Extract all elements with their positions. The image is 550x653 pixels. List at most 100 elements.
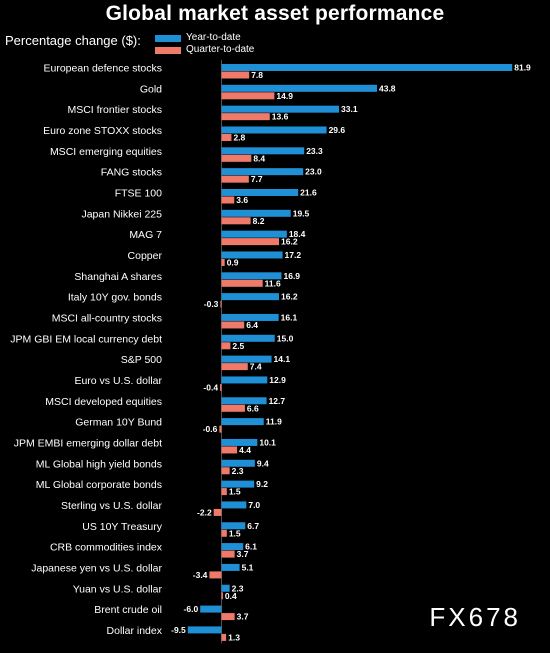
category-label: Brent crude oil bbox=[94, 604, 162, 616]
value-label-quarter-to-date: 3.7 bbox=[237, 549, 249, 559]
value-label-year-to-date: -6.0 bbox=[184, 604, 199, 614]
value-label-year-to-date: 5.1 bbox=[242, 562, 254, 572]
value-label-quarter-to-date: -2.2 bbox=[197, 507, 212, 517]
category-label: MSCI all-country stocks bbox=[52, 312, 162, 324]
value-label-quarter-to-date: 2.5 bbox=[232, 341, 244, 351]
bar-year-to-date bbox=[221, 105, 340, 113]
value-label-year-to-date: 14.1 bbox=[274, 354, 291, 364]
bar-quarter-to-date bbox=[221, 238, 280, 246]
category-label: MSCI frontier stocks bbox=[67, 104, 162, 116]
bar-year-to-date bbox=[221, 376, 268, 384]
bar-quarter-to-date bbox=[221, 342, 231, 350]
bar-quarter-to-date bbox=[220, 383, 222, 391]
value-label-year-to-date: 6.7 bbox=[247, 521, 259, 531]
category-label: S&P 500 bbox=[121, 354, 162, 366]
bar-year-to-date bbox=[221, 251, 283, 259]
value-label-quarter-to-date: -3.4 bbox=[193, 570, 208, 580]
value-label-year-to-date: 7.0 bbox=[248, 500, 260, 510]
value-label-quarter-to-date: 2.3 bbox=[232, 466, 244, 476]
bar-year-to-date bbox=[221, 126, 327, 134]
bar-year-to-date bbox=[221, 501, 247, 509]
chart-title: Global market asset performance bbox=[105, 2, 445, 25]
value-label-quarter-to-date: 7.7 bbox=[251, 174, 263, 184]
value-label-quarter-to-date: 7.4 bbox=[250, 362, 262, 372]
value-label-quarter-to-date: 1.3 bbox=[228, 632, 240, 642]
bar-quarter-to-date bbox=[221, 133, 232, 141]
category-label: CRB commodities index bbox=[50, 542, 163, 554]
value-label-quarter-to-date: 7.8 bbox=[251, 70, 263, 80]
value-label-quarter-to-date: 6.6 bbox=[247, 403, 259, 413]
value-label-year-to-date: 43.8 bbox=[379, 83, 396, 93]
value-axis-label: Percentage change ($): bbox=[5, 33, 141, 48]
bar-quarter-to-date bbox=[221, 613, 235, 621]
category-label: US 10Y Treasury bbox=[82, 521, 163, 533]
bar-year-to-date bbox=[221, 459, 255, 467]
bar-year-to-date bbox=[221, 272, 282, 280]
value-label-year-to-date: 23.0 bbox=[305, 167, 322, 177]
bar-year-to-date bbox=[221, 313, 279, 321]
value-label-year-to-date: 81.9 bbox=[514, 63, 531, 73]
value-label-quarter-to-date: 8.2 bbox=[253, 216, 265, 226]
value-label-year-to-date: 16.2 bbox=[281, 292, 298, 302]
value-label-year-to-date: 2.3 bbox=[232, 583, 244, 593]
legend-label-qtd: Quarter-to-date bbox=[186, 44, 255, 55]
bar-year-to-date bbox=[221, 84, 377, 92]
value-label-year-to-date: 9.2 bbox=[256, 479, 268, 489]
value-label-quarter-to-date: -0.4 bbox=[203, 382, 218, 392]
bar-quarter-to-date bbox=[221, 175, 249, 183]
bar-quarter-to-date bbox=[221, 217, 251, 225]
category-label: Shanghai A shares bbox=[74, 271, 162, 283]
value-label-year-to-date: 17.2 bbox=[285, 250, 302, 260]
category-label: Italy 10Y gov. bonds bbox=[68, 292, 162, 304]
value-label-quarter-to-date: 0.4 bbox=[225, 591, 237, 601]
value-label-quarter-to-date: 2.8 bbox=[233, 132, 245, 142]
bar-year-to-date bbox=[221, 209, 291, 217]
bar-year-to-date bbox=[221, 584, 230, 592]
value-label-year-to-date: 33.1 bbox=[341, 104, 358, 114]
bar-year-to-date bbox=[221, 168, 304, 176]
value-label-quarter-to-date: 3.7 bbox=[237, 612, 249, 622]
bar-year-to-date bbox=[221, 563, 240, 571]
bar-quarter-to-date bbox=[221, 529, 227, 537]
category-label: FANG stocks bbox=[101, 167, 162, 179]
bar-quarter-to-date bbox=[221, 196, 235, 204]
bar-year-to-date bbox=[221, 522, 246, 530]
category-label: Japanese yen vs U.S. dollar bbox=[31, 562, 162, 574]
bar-quarter-to-date bbox=[221, 279, 263, 287]
value-label-quarter-to-date: 3.6 bbox=[236, 195, 248, 205]
value-label-year-to-date: 12.7 bbox=[269, 396, 286, 406]
bar-quarter-to-date bbox=[221, 113, 270, 121]
category-label: Euro zone STOXX stocks bbox=[43, 125, 162, 137]
value-label-year-to-date: 9.4 bbox=[257, 458, 269, 468]
category-label: Euro vs U.S. dollar bbox=[74, 375, 162, 387]
value-label-year-to-date: 12.9 bbox=[269, 375, 286, 385]
bar-year-to-date bbox=[221, 397, 267, 405]
category-label: Gold bbox=[140, 83, 162, 95]
category-label: MAG 7 bbox=[129, 229, 162, 241]
watermark: FX678 bbox=[429, 602, 521, 632]
category-label: Japan Nikkei 225 bbox=[81, 208, 162, 220]
value-label-year-to-date: 16.9 bbox=[283, 271, 300, 281]
category-label: German 10Y Bund bbox=[75, 417, 162, 429]
value-label-quarter-to-date: 0.9 bbox=[227, 257, 239, 267]
value-label-year-to-date: 15.0 bbox=[277, 333, 294, 343]
bar-year-to-date bbox=[221, 230, 287, 238]
legend: Year-to-date Quarter-to-date bbox=[155, 32, 254, 56]
bar-quarter-to-date bbox=[221, 550, 235, 558]
value-label-year-to-date: -9.5 bbox=[171, 625, 186, 635]
category-label: JPM EMBI emerging dollar debt bbox=[14, 437, 162, 449]
value-label-quarter-to-date: -0.3 bbox=[204, 299, 219, 309]
bar-quarter-to-date bbox=[213, 508, 222, 516]
category-label: FTSE 100 bbox=[115, 187, 162, 199]
bar-quarter-to-date bbox=[221, 92, 275, 100]
bar-quarter-to-date bbox=[221, 633, 227, 641]
value-label-quarter-to-date: 8.4 bbox=[253, 153, 265, 163]
bar-year-to-date bbox=[221, 543, 244, 551]
bar-quarter-to-date bbox=[221, 71, 250, 79]
value-label-year-to-date: 29.6 bbox=[329, 125, 346, 135]
bar-quarter-to-date bbox=[221, 321, 245, 329]
category-label: Sterling vs U.S. dollar bbox=[61, 500, 162, 512]
value-label-year-to-date: 10.1 bbox=[259, 437, 276, 447]
legend-swatch-qtd bbox=[155, 46, 181, 54]
